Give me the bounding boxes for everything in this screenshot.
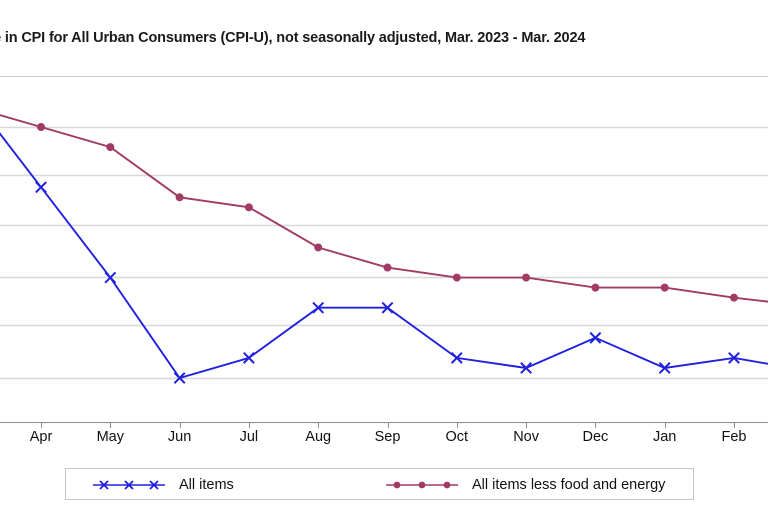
legend-item-core[interactable]: All items less food and energy	[386, 469, 665, 501]
x-axis-tick	[179, 423, 181, 428]
x-axis-label-jan: Jan	[652, 429, 677, 445]
x-axis-tick	[734, 423, 735, 428]
x-marker-icon	[93, 480, 165, 490]
data-point[interactable]	[175, 193, 184, 202]
x-axis-tick	[110, 423, 112, 428]
data-point[interactable]	[104, 271, 117, 284]
x-axis-tick	[664, 423, 666, 428]
x-axis-tick	[248, 423, 250, 428]
series-layer	[0, 114, 768, 384]
data-point[interactable]	[450, 352, 463, 364]
x-axis-ticks	[0, 423, 768, 429]
x-axis-label-aug: Aug	[305, 429, 332, 445]
data-point[interactable]	[106, 143, 115, 152]
data-point[interactable]	[589, 331, 602, 344]
series-line-core	[0, 114, 768, 303]
data-point[interactable]	[452, 273, 461, 282]
x-axis-tick	[456, 423, 458, 428]
data-point[interactable]	[658, 362, 671, 374]
x-axis-label-may: May	[96, 429, 124, 445]
x-axis-label-jul: Jul	[239, 429, 259, 445]
chart-canvas	[0, 114, 768, 384]
data-point[interactable]	[35, 181, 47, 194]
chart-title-block: 12-month percent change in CPI for All U…	[0, 0, 768, 77]
data-point[interactable]	[520, 362, 533, 374]
chart-legend: All items All items less food and energy	[65, 468, 694, 500]
x-axis-label-jun: Jun	[167, 429, 192, 445]
data-point[interactable]	[591, 283, 600, 292]
plot-area	[0, 79, 768, 424]
legend-label-core: All items less food and energy	[472, 477, 666, 493]
data-point[interactable]	[728, 352, 740, 364]
x-axis-tick	[41, 423, 42, 428]
legend-item-all-items[interactable]: All items	[93, 469, 234, 501]
x-axis-tick	[318, 423, 320, 428]
data-point[interactable]	[37, 123, 45, 131]
data-point[interactable]	[383, 263, 392, 272]
dot-marker-icon	[386, 481, 458, 489]
x-axis-label-dec: Dec	[582, 429, 609, 445]
x-axis-tick	[387, 423, 389, 428]
data-point[interactable]	[660, 283, 669, 292]
x-axis-tick	[595, 423, 597, 428]
gridlines	[0, 126, 768, 380]
x-axis-label-oct: Oct	[445, 429, 469, 445]
page-title: 12-month percent change in CPI for All U…	[0, 30, 586, 46]
title-divider	[0, 76, 768, 77]
data-point[interactable]	[381, 301, 394, 314]
x-axis-label-feb: Feb	[721, 429, 747, 445]
data-point[interactable]	[312, 301, 325, 314]
x-axis-label-apr: Apr	[29, 429, 53, 445]
x-axis-line	[0, 422, 768, 423]
x-axis-label-nov: Nov	[513, 429, 539, 445]
legend-label-all-items: All items	[179, 477, 234, 493]
data-point[interactable]	[244, 203, 253, 212]
data-point[interactable]	[242, 352, 255, 364]
series-line-all-items	[0, 132, 768, 380]
x-axis-label-sep: Sep	[374, 429, 401, 445]
x-axis-labels: Apr May Jun Jul Aug Sep Oct Nov Dec Jan Feb	[0, 429, 768, 451]
data-point[interactable]	[730, 293, 738, 302]
x-axis-tick	[526, 423, 528, 428]
data-point[interactable]	[522, 273, 531, 282]
data-point[interactable]	[173, 372, 186, 384]
data-point[interactable]	[314, 243, 323, 252]
